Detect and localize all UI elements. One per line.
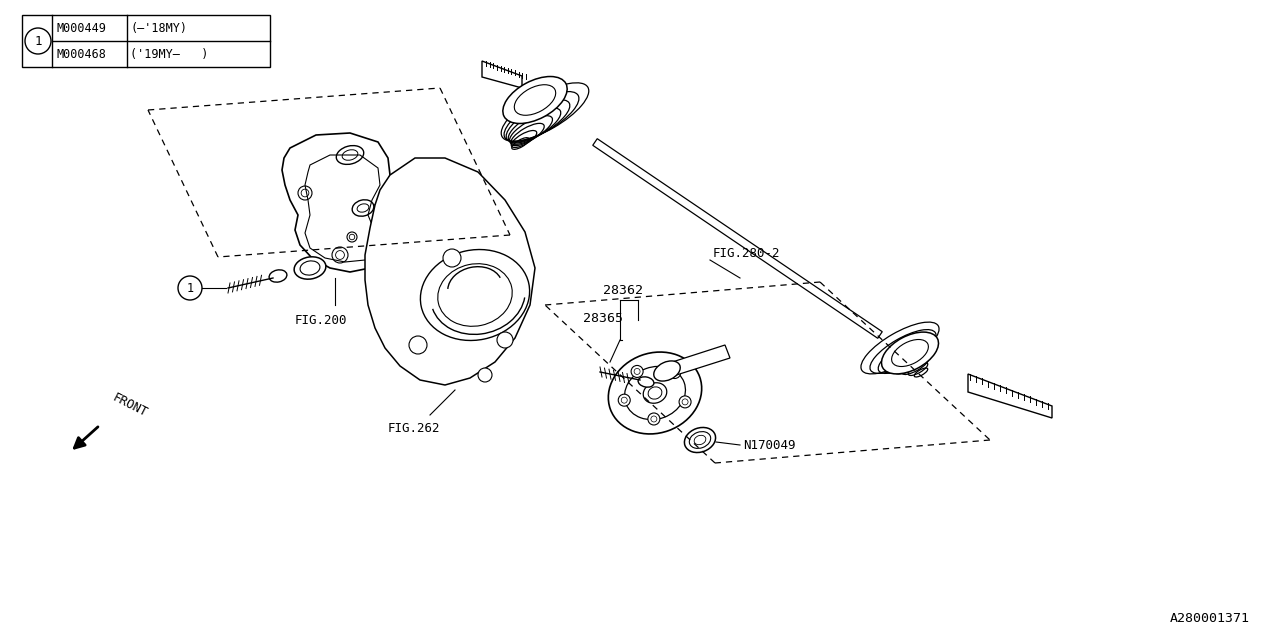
Polygon shape: [282, 133, 390, 272]
Polygon shape: [663, 345, 730, 378]
Text: 28365: 28365: [582, 312, 623, 324]
Circle shape: [668, 367, 681, 378]
Text: FRONT: FRONT: [110, 392, 150, 420]
Circle shape: [347, 232, 357, 242]
Text: 1: 1: [35, 35, 42, 47]
Polygon shape: [968, 374, 1052, 418]
Circle shape: [298, 186, 312, 200]
Ellipse shape: [337, 145, 364, 164]
Circle shape: [618, 394, 630, 406]
Bar: [22, 15, 270, 67]
Ellipse shape: [882, 332, 938, 374]
Circle shape: [648, 413, 660, 425]
Ellipse shape: [503, 77, 567, 124]
Ellipse shape: [639, 377, 654, 387]
Polygon shape: [593, 139, 882, 339]
Text: 1: 1: [187, 282, 193, 294]
Circle shape: [497, 332, 513, 348]
Text: ('19MY—   ): ('19MY— ): [131, 47, 209, 61]
Ellipse shape: [608, 352, 701, 434]
Circle shape: [26, 28, 51, 54]
Circle shape: [332, 247, 348, 263]
Text: N170049: N170049: [742, 438, 795, 451]
Ellipse shape: [685, 428, 716, 452]
Text: M000449: M000449: [56, 22, 106, 35]
Text: FIG.280-2: FIG.280-2: [713, 246, 781, 259]
Text: FIG.200: FIG.200: [294, 314, 347, 326]
Ellipse shape: [654, 361, 680, 381]
Ellipse shape: [644, 383, 667, 403]
Text: FIG.262: FIG.262: [388, 422, 440, 435]
Circle shape: [477, 368, 492, 382]
Text: (—'18MY): (—'18MY): [131, 22, 187, 35]
Ellipse shape: [352, 200, 374, 216]
Circle shape: [410, 336, 428, 354]
Circle shape: [680, 396, 691, 408]
Polygon shape: [483, 61, 522, 88]
Circle shape: [631, 365, 643, 378]
Ellipse shape: [269, 270, 287, 282]
Ellipse shape: [294, 257, 326, 279]
Text: A280001371: A280001371: [1170, 611, 1251, 625]
Circle shape: [443, 249, 461, 267]
Circle shape: [178, 276, 202, 300]
Polygon shape: [365, 158, 535, 385]
Text: 28362: 28362: [603, 284, 643, 296]
Text: M000468: M000468: [56, 47, 106, 61]
Ellipse shape: [420, 250, 530, 340]
